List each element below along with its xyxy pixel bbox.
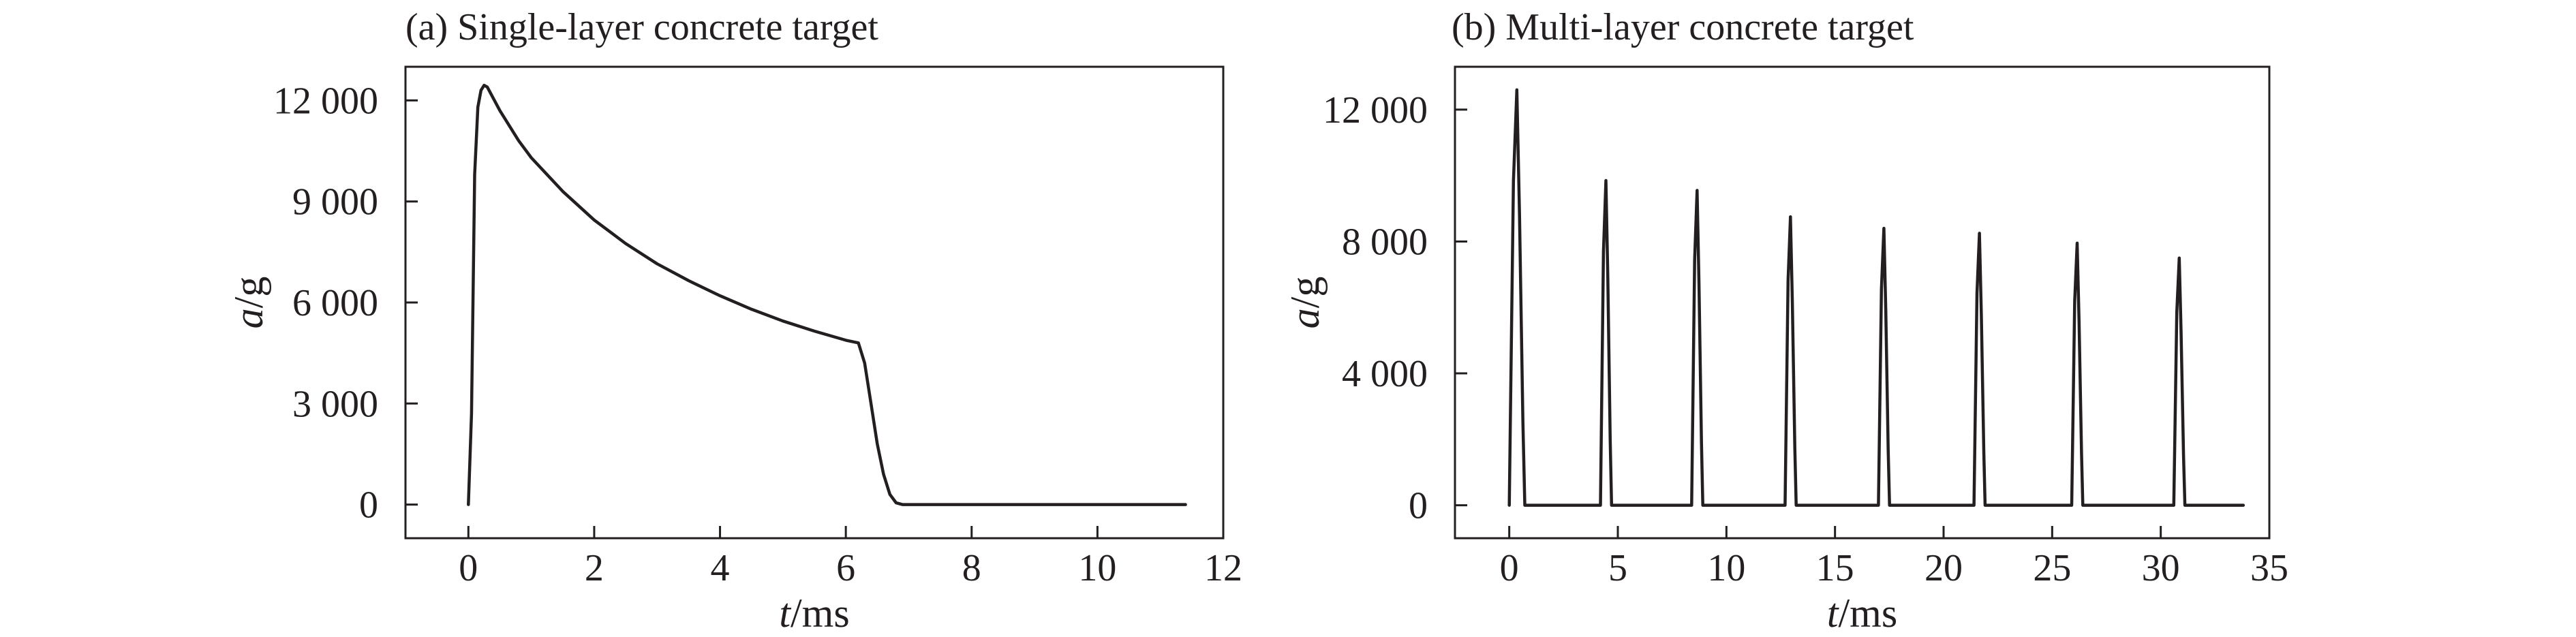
x-axis-label-unit: /ms [1838,591,1897,636]
x-tick-label: 35 [2250,547,2288,589]
plot-area-frame [1454,65,2271,540]
y-tick-label: 0 [359,484,378,527]
y-tick-label: 9 000 [292,181,378,223]
x-tick-label: 8 [962,547,981,589]
chart-panel-a: (a) Single-layer concrete target 0 2 4 6 8 10 1… [226,6,1242,636]
chart-panel-b: (b) Multi-layer concrete target 0 5 10 15 20 2… [1283,6,2288,636]
x-tick-label: 25 [2033,547,2071,589]
chart-title: (b) Multi-layer concrete target [1452,6,1914,48]
x-axis-label-unit: /ms [791,591,850,636]
x-tick-label: 10 [1707,547,1745,589]
x-axis-label: t/ms [1827,591,1897,636]
x-tick-label: 0 [459,547,478,589]
y-tick-label: 4 000 [1342,353,1428,395]
y-axis-label-variable: a [226,308,271,328]
y-axis-label: a/g [226,277,271,329]
y-tick-label: 12 000 [273,80,378,122]
data-series-line [467,83,1187,506]
chart-title: (a) Single-layer concrete target [405,6,878,48]
x-tick-label: 10 [1078,547,1116,589]
x-tick-label: 4 [711,547,730,589]
y-tick-label: 0 [1409,485,1428,527]
y-axis-label-unit: /g [1283,277,1328,309]
x-tick-label: 0 [1500,547,1519,589]
y-tick-label: 3 000 [292,383,378,425]
x-tick-label: 2 [585,547,604,589]
y-tick-label: 12 000 [1323,89,1428,131]
y-axis-label-unit: /g [226,277,271,309]
x-tick-label: 12 [1204,547,1242,589]
x-tick-label: 30 [2142,547,2180,589]
x-tick-label: 20 [1925,547,1963,589]
y-tick-label: 8 000 [1342,221,1428,263]
x-axis-label-variable: t [1827,591,1839,636]
x-axis-label: t/ms [779,591,849,636]
x-tick-label: 6 [836,547,855,589]
x-tick-label: 5 [1608,547,1627,589]
data-series-line [1507,88,2245,507]
x-tick-label: 15 [1816,547,1854,589]
y-axis-label: a/g [1283,277,1328,329]
x-axis-label-variable: t [779,591,791,636]
plot-area-frame [404,65,1225,540]
y-tick-label: 6 000 [292,282,378,324]
y-axis-label-variable: a [1283,308,1328,328]
